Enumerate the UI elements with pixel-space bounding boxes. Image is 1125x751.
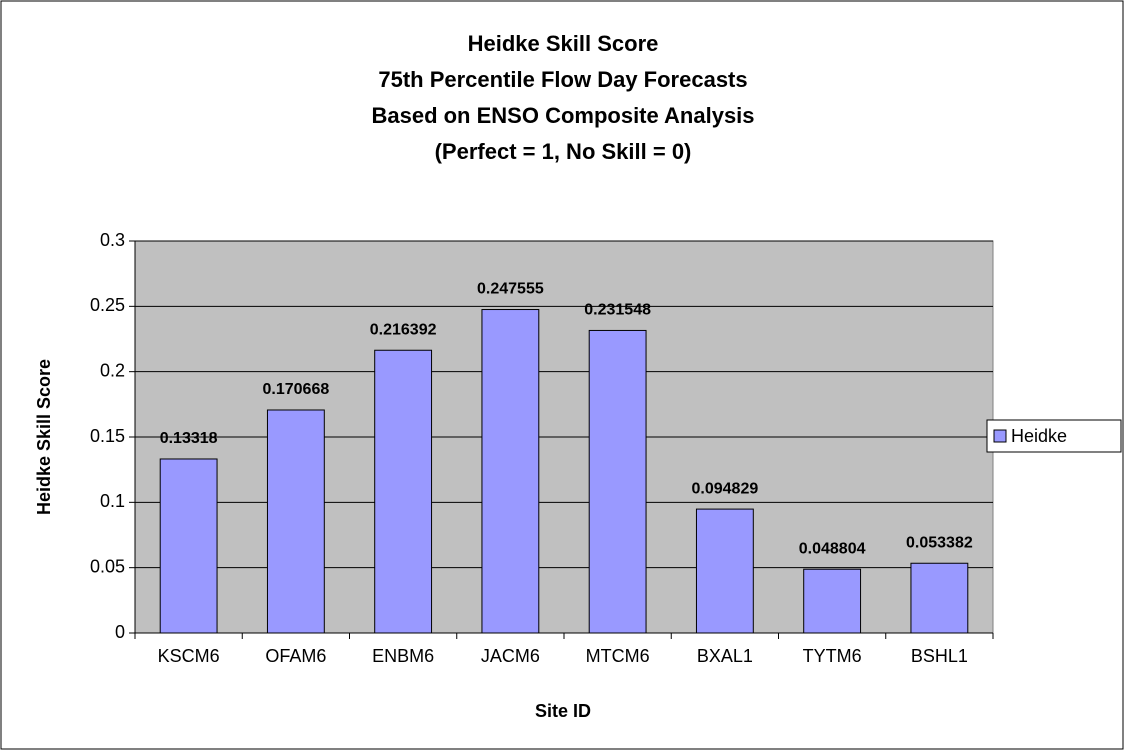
chart-title: 75th Percentile Flow Day Forecasts [378,67,747,92]
x-tick-label: BSHL1 [911,646,968,666]
y-tick-label: 0.05 [90,556,125,576]
bar [159,458,218,634]
y-tick-label: 0.2 [100,360,125,380]
data-label: 0.231548 [584,302,651,319]
chart-title: Heidke Skill Score [468,31,659,56]
x-tick-label: OFAM6 [265,646,326,666]
bar [481,309,540,634]
x-tick-label: TYTM6 [803,646,862,666]
chart-title: Based on ENSO Composite Analysis [371,103,754,128]
y-tick-label: 0.15 [90,426,125,446]
y-tick-label: 0.3 [100,230,125,250]
legend-swatch [993,429,1007,443]
bar [374,349,433,634]
y-tick-label: 0 [115,622,125,642]
data-label: 0.094829 [692,480,759,497]
bar [588,329,647,634]
y-tick-label: 0.1 [100,491,125,511]
data-label: 0.053382 [906,534,973,551]
x-tick-label: BXAL1 [697,646,753,666]
data-label: 0.13318 [160,430,218,447]
x-tick-label: MTCM6 [586,646,650,666]
bar [803,568,862,634]
chart-title: (Perfect = 1, No Skill = 0) [435,139,692,164]
bar [266,409,325,634]
x-tick-label: ENBM6 [372,646,434,666]
x-axis-label: Site ID [535,701,591,721]
bar [910,562,969,634]
data-label: 0.170668 [263,381,330,398]
y-tick-label: 0.25 [90,295,125,315]
data-label: 0.247555 [477,281,544,298]
legend-label: Heidke [1011,426,1067,446]
data-label: 0.048804 [799,540,866,557]
data-label: 0.216392 [370,321,437,338]
y-axis-label: Heidke Skill Score [34,359,54,515]
x-tick-label: KSCM6 [158,646,220,666]
x-tick-label: JACM6 [481,646,540,666]
legend-box [986,419,1122,453]
bar [695,508,754,634]
